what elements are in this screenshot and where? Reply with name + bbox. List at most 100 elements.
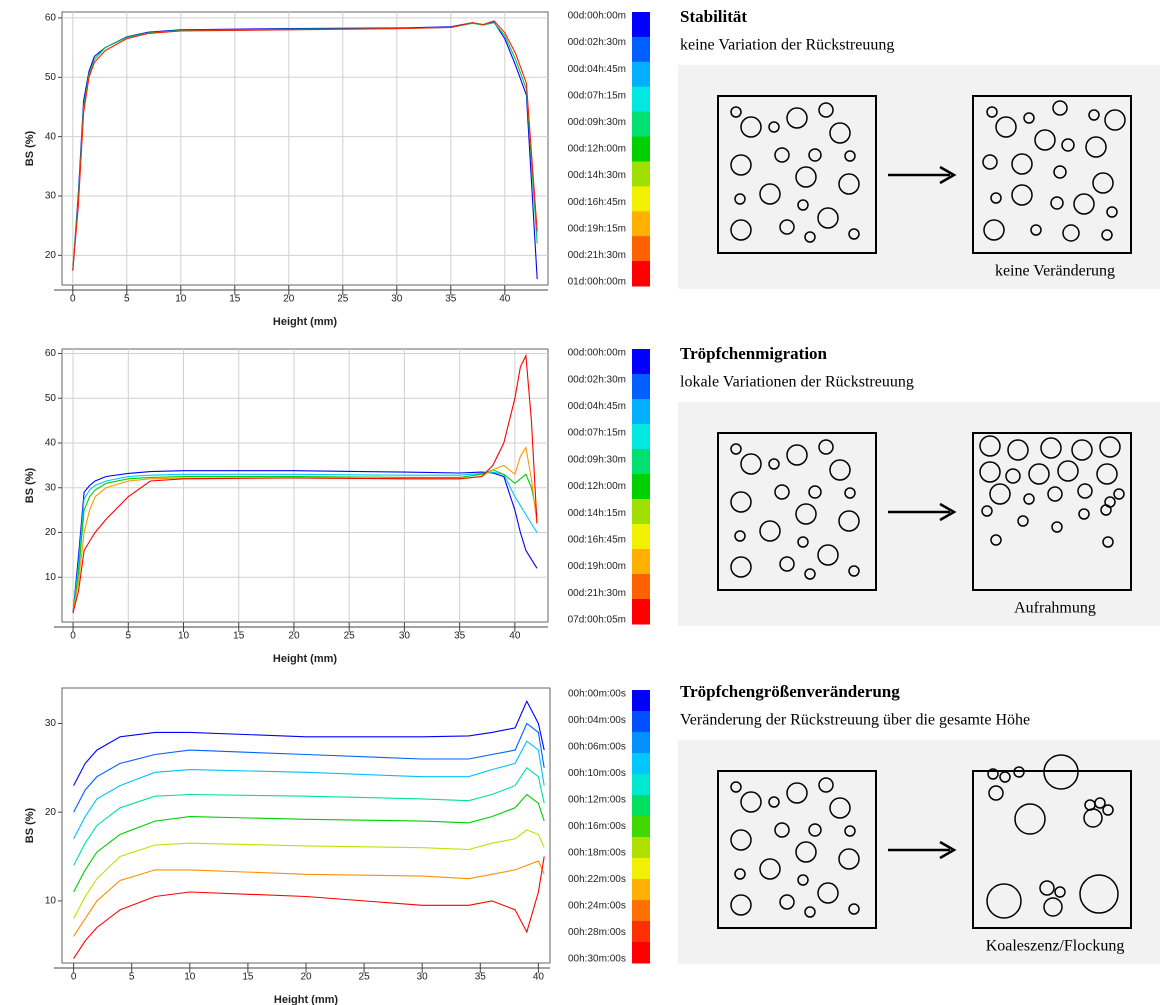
droplet	[988, 785, 1004, 801]
panel-subtitle: Veränderung der Rückstreuung über die ge…	[680, 712, 1030, 729]
colorbar-label: 00d:16h:45m	[568, 197, 626, 208]
colorbar-label: 00d:09h:30m	[568, 117, 626, 128]
droplet	[1104, 109, 1126, 131]
droplet	[844, 487, 856, 499]
droplet	[1088, 109, 1100, 121]
droplet	[979, 435, 1001, 457]
colorbar-label: 00d:00h:00m	[568, 11, 626, 22]
colorbar-label: 00d:02h:30m	[568, 374, 626, 385]
x-tick-label: 25	[344, 631, 356, 642]
colorbar-label: 00h:10m:00s	[568, 768, 626, 779]
droplet	[795, 503, 817, 525]
colorbar-swatch	[632, 574, 650, 600]
y-tick-label: 30	[45, 718, 57, 729]
droplet	[1043, 754, 1079, 790]
y-tick-label: 60	[45, 348, 57, 359]
colorbar-label: 00d:02h:30m	[568, 37, 626, 48]
data-line	[72, 21, 538, 280]
colorbar-label: 00d:16h:45m	[568, 535, 626, 546]
droplet	[990, 192, 1002, 204]
x-tick-label: 5	[124, 294, 130, 305]
x-tick-label: 40	[533, 972, 545, 983]
droplet	[797, 199, 809, 211]
droplet	[844, 150, 856, 162]
droplet	[1099, 436, 1121, 458]
droplet	[838, 848, 860, 870]
data-line	[72, 353, 538, 614]
droplet	[1101, 229, 1113, 241]
x-tick-label: 10	[184, 972, 196, 983]
droplet	[740, 453, 762, 475]
droplet	[1057, 460, 1079, 482]
colorbar-swatch	[632, 524, 650, 550]
droplet	[986, 883, 1022, 919]
colorbar-swatch	[632, 61, 650, 88]
droplet	[1030, 224, 1042, 236]
droplet	[730, 781, 742, 793]
colorbar-swatch	[632, 36, 650, 63]
panel-caption: Koaleszenz/Flockung	[986, 938, 1125, 955]
droplet	[804, 231, 816, 243]
x-tick-label: 25	[359, 972, 371, 983]
droplet	[779, 219, 795, 235]
x-tick-label: 35	[454, 631, 466, 642]
droplet	[995, 116, 1017, 138]
droplet	[740, 791, 762, 813]
sample-before	[717, 95, 877, 254]
droplet	[1047, 486, 1063, 502]
y-tick-label: 40	[45, 438, 57, 449]
colorbar-label: 00d:04h:45m	[568, 64, 626, 75]
colorbar-swatch	[632, 858, 650, 880]
colorbar-label: 00h:30m:00s	[568, 954, 626, 965]
panel-title: Tröpfchengrößenveränderung	[680, 682, 900, 701]
colorbar-swatch	[632, 449, 650, 475]
x-tick-label: 15	[229, 294, 241, 305]
droplet	[1096, 463, 1118, 485]
colorbar-label: 00d:07h:15m	[568, 428, 626, 439]
x-tick-label: 20	[288, 631, 300, 642]
y-tick-label: 60	[45, 13, 57, 24]
colorbar-swatch	[632, 136, 650, 162]
droplet	[1113, 488, 1125, 500]
colorbar-swatch	[632, 12, 650, 38]
droplet	[1094, 797, 1106, 809]
colorbar-label: 00h:12m:00s	[568, 795, 626, 806]
colorbar-swatch	[632, 549, 650, 575]
data-line	[72, 22, 538, 270]
droplet	[759, 183, 781, 205]
x-tick-label: 20	[283, 294, 295, 305]
droplet	[1100, 504, 1112, 516]
colorbar-swatch	[632, 211, 650, 237]
droplet	[779, 894, 795, 910]
droplet	[1106, 206, 1118, 218]
x-axis-label: Height (mm)	[273, 653, 338, 665]
droplet	[734, 868, 746, 880]
droplet	[786, 107, 808, 129]
data-line	[72, 469, 538, 614]
droplet	[730, 491, 752, 513]
y-axis-label: BS (%)	[24, 467, 36, 503]
sample-after	[972, 95, 1132, 254]
colorbar-swatch	[632, 111, 650, 138]
droplet	[804, 568, 816, 580]
droplet	[1054, 886, 1066, 898]
x-tick-label: 30	[399, 631, 411, 642]
data-line	[73, 740, 545, 840]
droplet	[829, 122, 851, 144]
colorbar-label: 00d:09h:30m	[568, 454, 626, 465]
droplet	[1062, 224, 1080, 242]
data-line	[73, 700, 545, 786]
colorbar-label: 00d:07h:15m	[568, 90, 626, 101]
colorbar-label: 00d:19h:00m	[568, 561, 626, 572]
y-tick-label: 20	[45, 527, 57, 538]
x-axis-label: Height (mm)	[274, 994, 339, 1005]
droplet	[804, 906, 816, 918]
droplet	[734, 530, 746, 542]
y-tick-label: 20	[45, 807, 57, 818]
colorbar-label: 00d:12h:00m	[568, 481, 626, 492]
droplet	[1053, 165, 1067, 179]
colorbar-label: 00d:12h:00m	[568, 144, 626, 155]
x-tick-label: 10	[175, 294, 187, 305]
